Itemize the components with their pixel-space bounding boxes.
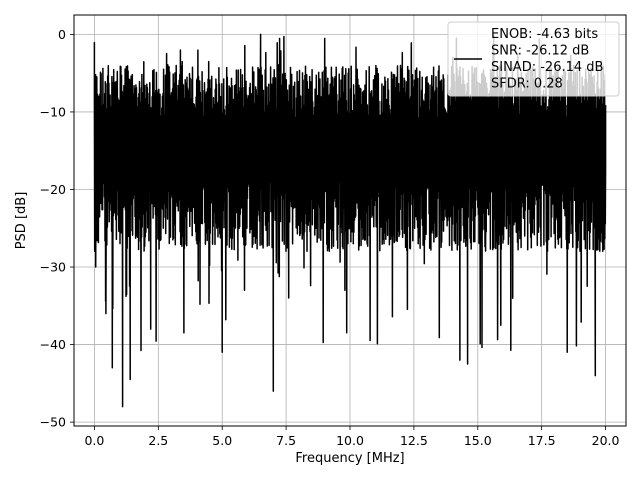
x-tick-label: 0.0 bbox=[84, 433, 104, 448]
x-tick-label: 12.5 bbox=[400, 433, 428, 448]
x-axis-label: Frequency [MHz] bbox=[295, 451, 404, 466]
psd-trace-group bbox=[93, 33, 607, 408]
legend-box bbox=[447, 21, 620, 97]
x-tick-label: 5.0 bbox=[212, 433, 232, 448]
y-tick-label: −40 bbox=[40, 337, 66, 352]
y-tick-label: −30 bbox=[40, 260, 66, 275]
x-tick-label: 10.0 bbox=[336, 433, 364, 448]
psd-series-line bbox=[93, 33, 607, 408]
y-axis-label: PSD [dB] bbox=[14, 192, 29, 250]
legend: ENOB: -4.63 bits SNR: -26.12 dB SINAD: -… bbox=[447, 21, 620, 97]
y-tick-label: −20 bbox=[40, 182, 66, 197]
x-tick-label: 7.5 bbox=[276, 433, 296, 448]
legend-entry-snr: SNR: -26.12 dB bbox=[491, 44, 589, 59]
legend-entry-enob: ENOB: -4.63 bits bbox=[491, 27, 598, 42]
y-tick-label: −10 bbox=[40, 104, 66, 119]
x-tick-label: 20.0 bbox=[592, 433, 620, 448]
y-tick-label: 0 bbox=[58, 27, 66, 42]
x-tick-label: 17.5 bbox=[528, 433, 556, 448]
x-tick-label: 15.0 bbox=[464, 433, 492, 448]
legend-entry-sfdr: SFDR: 0.28 bbox=[491, 77, 563, 92]
axis-ticks: 0.0 2.5 5.0 7.5 10.0 12.5 15.0 17.5 20.0 0 −10 −20 −… bbox=[40, 27, 620, 448]
y-tick-label: −50 bbox=[40, 415, 66, 430]
legend-entry-sinad: SINAD: -26.14 dB bbox=[491, 60, 603, 75]
x-tick-label: 2.5 bbox=[148, 433, 168, 448]
